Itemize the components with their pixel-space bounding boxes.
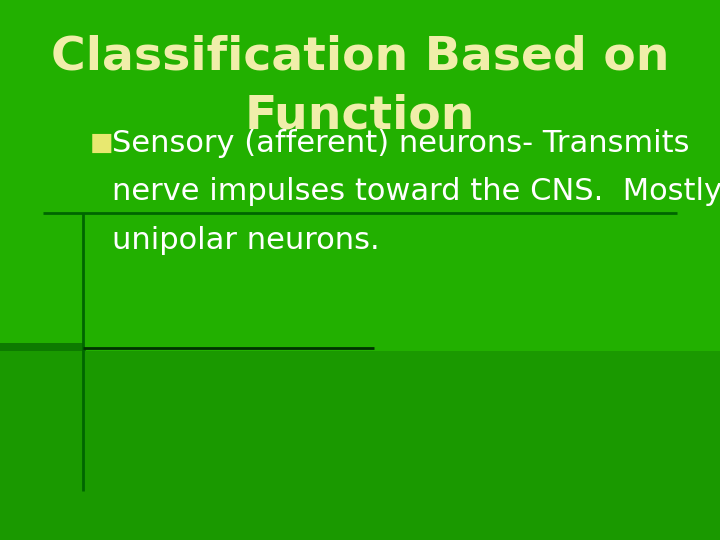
Text: Sensory (afferent) neurons- Transmits: Sensory (afferent) neurons- Transmits — [112, 129, 689, 158]
Text: Function: Function — [245, 93, 475, 139]
Text: unipolar neurons.: unipolar neurons. — [112, 226, 379, 255]
Bar — [83, 213, 720, 348]
Text: Classification Based on: Classification Based on — [50, 34, 670, 79]
Bar — [0, 343, 86, 540]
Text: nerve impulses toward the CNS.  Mostly: nerve impulses toward the CNS. Mostly — [112, 177, 720, 206]
Text: ■: ■ — [90, 131, 114, 155]
Bar — [0, 351, 720, 540]
